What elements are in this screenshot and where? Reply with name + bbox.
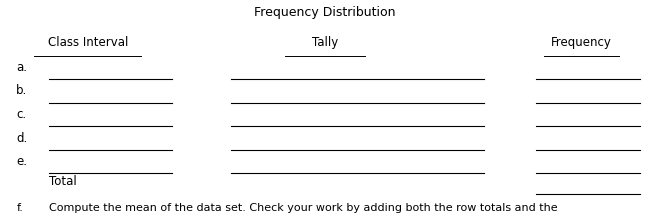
- Text: d.: d.: [16, 132, 27, 144]
- Text: Tally: Tally: [312, 36, 338, 49]
- Text: c.: c.: [16, 108, 27, 121]
- Text: Frequency Distribution: Frequency Distribution: [254, 6, 396, 19]
- Text: e.: e.: [16, 155, 27, 168]
- Text: f.: f.: [16, 203, 23, 213]
- Text: Class Interval: Class Interval: [47, 36, 128, 49]
- Text: b.: b.: [16, 85, 27, 97]
- Text: Compute the mean of the data set. Check your work by adding both the row totals : Compute the mean of the data set. Check …: [49, 203, 558, 214]
- Text: Total: Total: [49, 175, 77, 188]
- Text: Frequency: Frequency: [551, 36, 612, 49]
- Text: a.: a.: [16, 61, 27, 74]
